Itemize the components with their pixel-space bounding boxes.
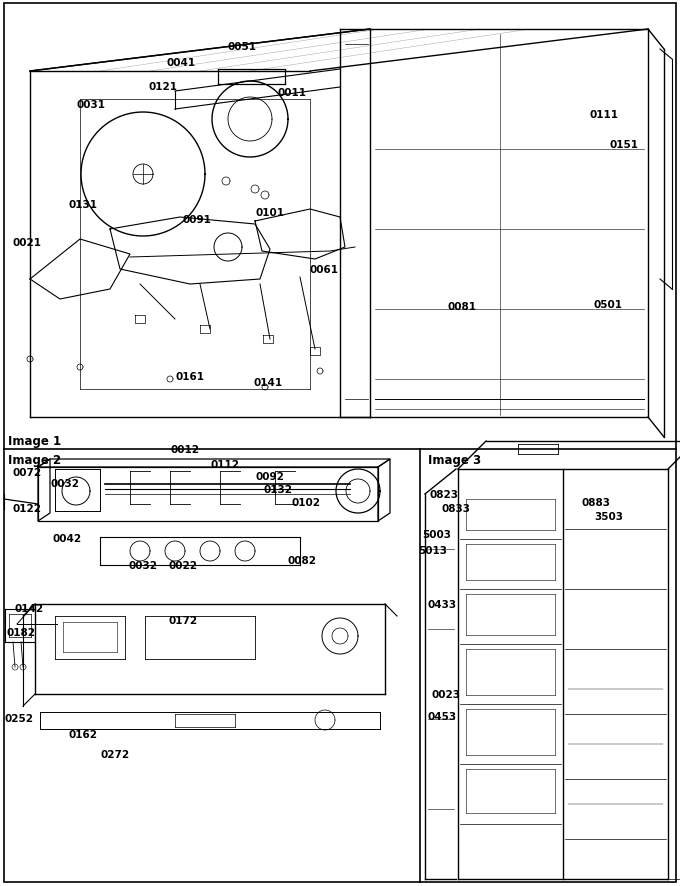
Text: 0051: 0051 xyxy=(228,42,257,52)
Text: 0833: 0833 xyxy=(442,503,471,513)
Text: 0823: 0823 xyxy=(430,489,459,500)
Text: 0142: 0142 xyxy=(14,603,43,613)
Text: 0011: 0011 xyxy=(278,88,307,97)
Text: 0162: 0162 xyxy=(68,729,97,739)
Text: 0042: 0042 xyxy=(52,533,81,543)
Text: 0032: 0032 xyxy=(128,560,157,571)
Text: 0031: 0031 xyxy=(76,100,105,110)
Text: 0023: 0023 xyxy=(432,689,461,699)
Text: 0883: 0883 xyxy=(582,497,611,508)
Text: 0433: 0433 xyxy=(428,599,457,610)
Text: 5003: 5003 xyxy=(422,530,451,540)
Text: 0112: 0112 xyxy=(210,460,239,470)
Text: 0021: 0021 xyxy=(12,237,41,248)
Text: 0102: 0102 xyxy=(292,497,321,508)
Text: 0092: 0092 xyxy=(255,471,284,481)
Text: 0252: 0252 xyxy=(4,713,33,723)
Text: 0082: 0082 xyxy=(288,556,317,565)
Text: 0132: 0132 xyxy=(264,485,293,494)
Text: 5013: 5013 xyxy=(418,546,447,556)
Text: 0121: 0121 xyxy=(148,82,177,92)
Text: 0072: 0072 xyxy=(12,468,41,478)
Text: 0061: 0061 xyxy=(310,265,339,275)
Text: 0172: 0172 xyxy=(168,615,197,626)
Text: 0453: 0453 xyxy=(428,711,457,721)
Text: 0101: 0101 xyxy=(255,207,284,218)
Text: 0182: 0182 xyxy=(6,627,35,637)
Text: 0501: 0501 xyxy=(594,299,623,309)
Text: Image 2: Image 2 xyxy=(8,454,61,466)
Text: 0091: 0091 xyxy=(182,214,211,225)
Text: 0141: 0141 xyxy=(254,377,283,387)
Text: 0161: 0161 xyxy=(175,371,204,382)
Text: Image 1: Image 1 xyxy=(8,434,61,447)
Text: 0131: 0131 xyxy=(68,199,97,210)
Text: 0111: 0111 xyxy=(590,110,619,120)
Text: 0081: 0081 xyxy=(448,301,477,312)
Text: 0151: 0151 xyxy=(610,140,639,150)
Text: 0022: 0022 xyxy=(168,560,197,571)
Text: 3503: 3503 xyxy=(594,511,623,522)
Text: 0032: 0032 xyxy=(50,478,79,488)
Text: 0012: 0012 xyxy=(170,445,199,455)
Text: 0272: 0272 xyxy=(100,750,129,759)
Text: 0041: 0041 xyxy=(166,58,195,68)
Text: Image 3: Image 3 xyxy=(428,454,481,466)
Text: 0122: 0122 xyxy=(12,503,41,513)
